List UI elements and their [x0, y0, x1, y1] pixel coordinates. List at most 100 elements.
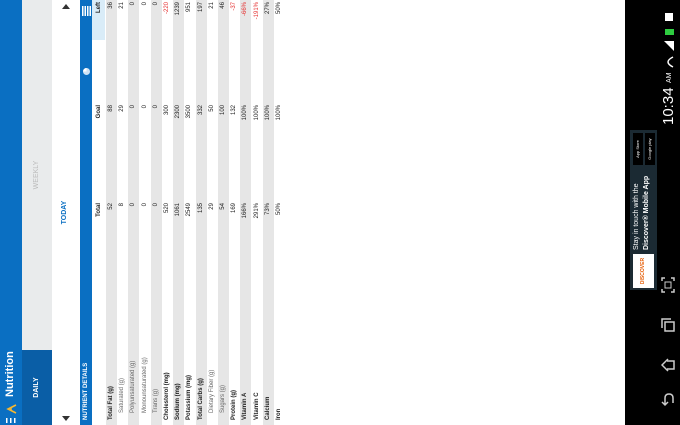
nutrient-left: 0 [130, 2, 137, 6]
screenshot-button[interactable] [661, 277, 675, 293]
next-day[interactable] [62, 3, 70, 11]
nutrient-left: 50% [276, 2, 282, 15]
back-button[interactable] [661, 392, 675, 408]
nutrient-goal: 88 [108, 105, 114, 112]
nutrient-left: -220 [164, 2, 170, 15]
table-row: Polyunsaturated (g) 0 0 0 [128, 0, 140, 425]
table-row: Dietary Fiber (g) 29 50 21 [206, 0, 218, 425]
table-row: Saturated (g) 8 29 21 [117, 0, 129, 425]
nutrient-total: 0 [130, 203, 137, 207]
column-header: Left [96, 2, 102, 13]
table-row: Calcium 73% 100% 27% [262, 0, 274, 425]
nutrient-name: Sugars (g) [220, 384, 226, 413]
table-row: Iron 50% 100% 50% [274, 0, 285, 425]
nutrient-name: Saturated (g) [119, 377, 126, 413]
table-row: Sugars (g) 54 100 46 [218, 0, 229, 425]
nutrient-left: -37 [231, 2, 238, 11]
nutrient-goal: 332 [197, 105, 204, 116]
nutrient-name: Total Carbs (g) [197, 378, 204, 420]
nutrient-total: 166% [242, 203, 249, 219]
nutrient-total: 8 [119, 203, 126, 207]
date-bar: TODAY [52, 0, 81, 425]
table-row: Vitamin C 291% 100% -191% [251, 0, 263, 425]
status-icons [664, 13, 674, 68]
nutrient-left: 197 [197, 2, 204, 13]
ad-brand: DISCOVER [633, 254, 654, 288]
nutrient-total: 73% [264, 203, 271, 216]
nutrient-total: 50% [276, 203, 282, 216]
ad-store-google: Google play [645, 133, 655, 165]
nutrient-total: 2549 [186, 203, 193, 217]
pie-view[interactable] [82, 67, 91, 76]
ad-banner[interactable]: DISCOVER Stay in touch with the Discover… [630, 130, 657, 290]
table-row: Protein (g) 169 132 -37 [229, 0, 241, 425]
nutrient-total: 52 [108, 203, 114, 210]
nutrient-name: Dietary Fiber (g) [208, 369, 215, 413]
nutrient-goal: 100% [276, 105, 282, 121]
table-row: Vitamin A 166% 100% -66% [240, 0, 252, 425]
nutrient-goal: 2300 [175, 105, 182, 119]
nutrient-name: Iron [276, 408, 282, 420]
table-row: Trans (g) 0 0 0 [150, 0, 162, 425]
menu-logo[interactable] [5, 399, 17, 423]
view-icons [80, 0, 92, 80]
nutrient-left: 46 [220, 2, 226, 9]
nutrient-goal: 50 [208, 105, 215, 112]
tab-bar: DAILY WEEKLY [22, 0, 52, 425]
table-row: Total Fat (g) 52 88 36 [106, 0, 117, 425]
table-row: Monounsaturated (g) 0 0 0 [139, 0, 151, 425]
nutrient-left: 0 [141, 2, 148, 6]
table-row: Total Carbs (g) 135 332 197 [195, 0, 207, 425]
nutrient-name: Total Fat (g) [108, 386, 114, 420]
clock-ampm: AM [666, 72, 673, 84]
recent-button[interactable] [661, 317, 675, 333]
section-header: NUTRIENT DETAILS [80, 80, 92, 425]
nutrient-name: Potassium (mg) [186, 374, 193, 420]
nutrient-goal: 100 [220, 105, 226, 116]
nutrient-name: Monounsaturated (g) [141, 357, 148, 413]
nutrient-total: 135 [197, 203, 204, 214]
nutrient-total: 54 [220, 203, 226, 210]
nutrient-goal: 132 [231, 105, 238, 116]
nutrient-goal: 29 [119, 105, 126, 112]
nutrient-name: Vitamin C [253, 392, 260, 420]
nutrient-name: Cholesterol (mg) [164, 372, 170, 420]
nutrient-total: 291% [253, 203, 260, 219]
ad-line1: Stay in touch with the [633, 183, 640, 250]
list-view[interactable] [82, 6, 91, 16]
nutrient-left: 21 [208, 2, 215, 9]
system-bar: 10:34 AM [625, 0, 680, 425]
nutrient-goal: 3500 [186, 105, 193, 119]
nutrient-name: Trans (g) [152, 388, 159, 413]
date-label: TODAY [61, 200, 68, 225]
table-row: Cholesterol (mg) 520 300 -220 [162, 0, 173, 425]
column-header: Goal [96, 105, 102, 119]
nutrient-goal: 0 [141, 105, 148, 109]
nutrient-name: Protein (g) [231, 390, 238, 420]
nutrient-goal: 100% [242, 105, 249, 121]
tab-daily[interactable]: DAILY [22, 350, 52, 425]
nutrient-left: -66% [242, 2, 249, 17]
clock: 10:34 [660, 87, 677, 125]
nutrient-goal: 300 [164, 105, 170, 116]
app-bar: Nutrition [0, 0, 22, 425]
tab-weekly[interactable]: WEEKLY [33, 160, 40, 190]
nutrient-name: Polyunsaturated (g) [130, 360, 137, 413]
prev-day[interactable] [62, 414, 70, 422]
nutrient-left: 0 [152, 2, 159, 6]
nutrient-left: 951 [186, 2, 193, 13]
table-header: Total Goal Left [92, 0, 105, 425]
nutrient-goal: 0 [130, 105, 137, 109]
nutrient-goal: 100% [253, 105, 260, 121]
home-button[interactable] [661, 357, 675, 373]
nutrient-name: Vitamin A [242, 392, 249, 420]
table-row: Potassium (mg) 2549 3500 951 [184, 0, 196, 425]
nutrient-total: 0 [141, 203, 148, 207]
nutrient-left: 27% [264, 2, 271, 15]
column-header: Total [96, 203, 102, 217]
nutrient-total: 0 [152, 203, 159, 207]
nutrient-total: 169 [231, 203, 238, 214]
app-title: Nutrition [4, 351, 16, 397]
